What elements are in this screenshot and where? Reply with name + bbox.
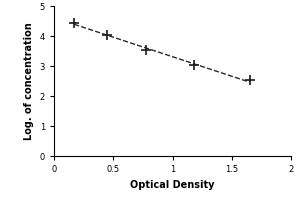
X-axis label: Optical Density: Optical Density	[130, 180, 215, 190]
Y-axis label: Log. of concentration: Log. of concentration	[24, 22, 34, 140]
